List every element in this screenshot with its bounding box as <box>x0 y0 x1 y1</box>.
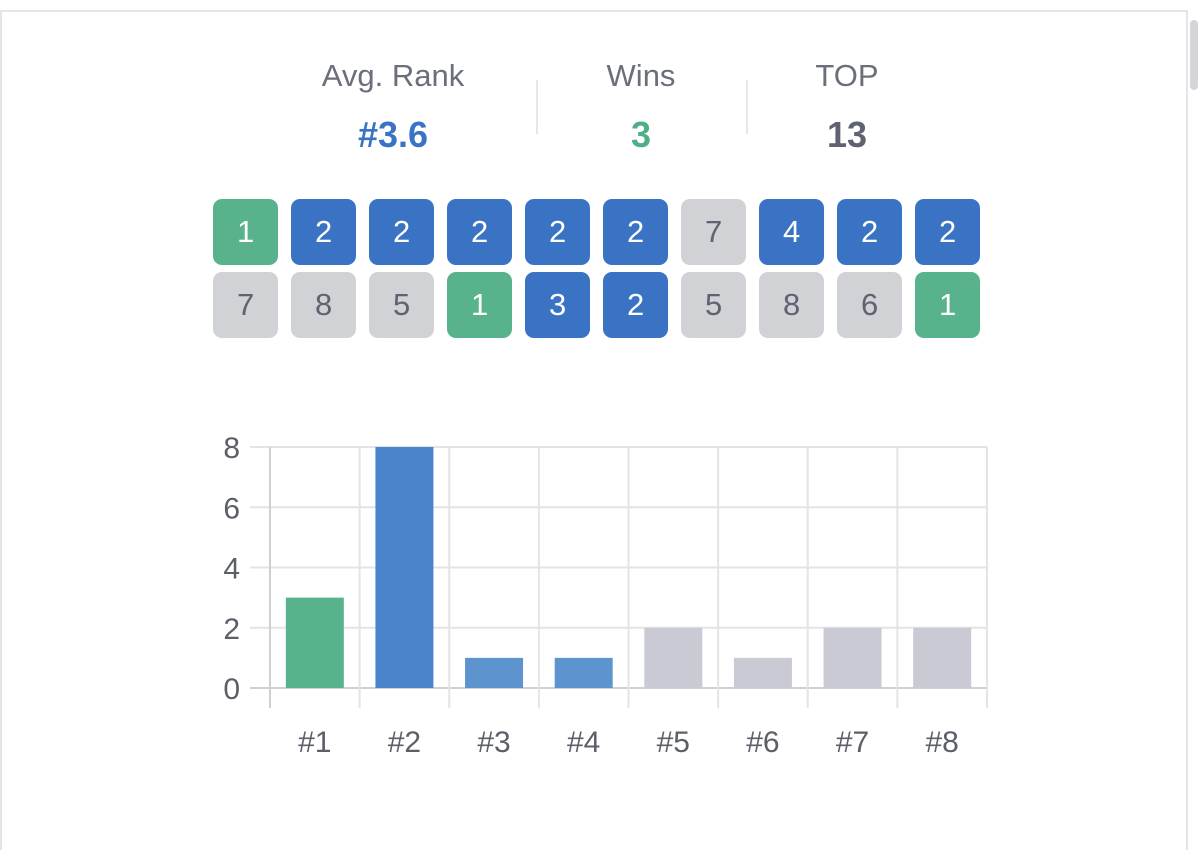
rank-tile: 2 <box>837 199 903 265</box>
rank-tile: 7 <box>213 272 279 338</box>
wins-label: Wins <box>606 58 676 93</box>
stat-top: TOP 13 <box>742 56 952 156</box>
avg-rank-label: Avg. Rank <box>321 58 465 93</box>
rank-tile: 2 <box>447 199 513 265</box>
stat-avg-rank: Avg. Rank #3.6 <box>288 56 498 156</box>
rank-tile: 8 <box>291 272 357 338</box>
rank-tile: 5 <box>369 272 435 338</box>
y-tick-label: 4 <box>223 553 240 586</box>
avg-rank-value: #3.6 <box>357 114 429 155</box>
top-value: 13 <box>826 114 868 155</box>
x-tick-label: #8 <box>926 726 959 759</box>
stat-divider <box>746 80 748 134</box>
x-tick-label: #6 <box>746 726 779 759</box>
rank-distribution-chart: 0 2 4 6 8 #1 #2 #3 #4 #5 #6 #7 #8 <box>223 432 988 759</box>
rank-tile: 3 <box>525 272 591 338</box>
bar-rank-2 <box>375 447 434 688</box>
bar-rank-7 <box>823 627 882 688</box>
rank-tile: 2 <box>915 199 981 265</box>
rank-tile: 2 <box>291 199 357 265</box>
bar-rank-5 <box>644 627 703 688</box>
y-tick-label: 2 <box>223 613 240 646</box>
bar-rank-6 <box>733 657 792 688</box>
rank-tile: 2 <box>603 199 669 265</box>
stat-wins: Wins 3 <box>536 56 746 156</box>
x-tick-label: #3 <box>477 726 510 759</box>
scrollbar[interactable] <box>1190 20 1198 90</box>
stats-summary: Avg. Rank #3.6 Wins 3 TOP 13 <box>0 56 1200 166</box>
rank-tile: 2 <box>603 272 669 338</box>
x-tick-label: #2 <box>388 726 421 759</box>
rank-tile: 8 <box>759 272 825 338</box>
wins-value: 3 <box>630 114 652 155</box>
rank-tile: 7 <box>681 199 747 265</box>
rank-tile: 1 <box>213 199 279 265</box>
y-tick-label: 6 <box>223 492 240 525</box>
rank-tile: 1 <box>915 272 981 338</box>
top-label: TOP <box>815 58 879 93</box>
y-tick-label: 8 <box>223 432 240 465</box>
rank-tile: 6 <box>837 272 903 338</box>
rank-tile: 5 <box>681 272 747 338</box>
bar-rank-3 <box>465 657 524 688</box>
rank-tile: 2 <box>525 199 591 265</box>
bar-rank-1 <box>285 597 344 688</box>
y-tick-label: 0 <box>223 673 240 706</box>
rank-tile: 1 <box>447 272 513 338</box>
x-tick-label: #5 <box>657 726 690 759</box>
x-tick-label: #4 <box>567 726 600 759</box>
x-tick-label: #7 <box>836 726 869 759</box>
rank-tile: 4 <box>759 199 825 265</box>
x-tick-label: #1 <box>298 726 331 759</box>
stat-divider <box>536 80 538 134</box>
card-frame <box>0 10 1188 850</box>
bar-rank-8 <box>913 627 972 688</box>
rank-tile: 2 <box>369 199 435 265</box>
bar-rank-4 <box>554 657 613 688</box>
